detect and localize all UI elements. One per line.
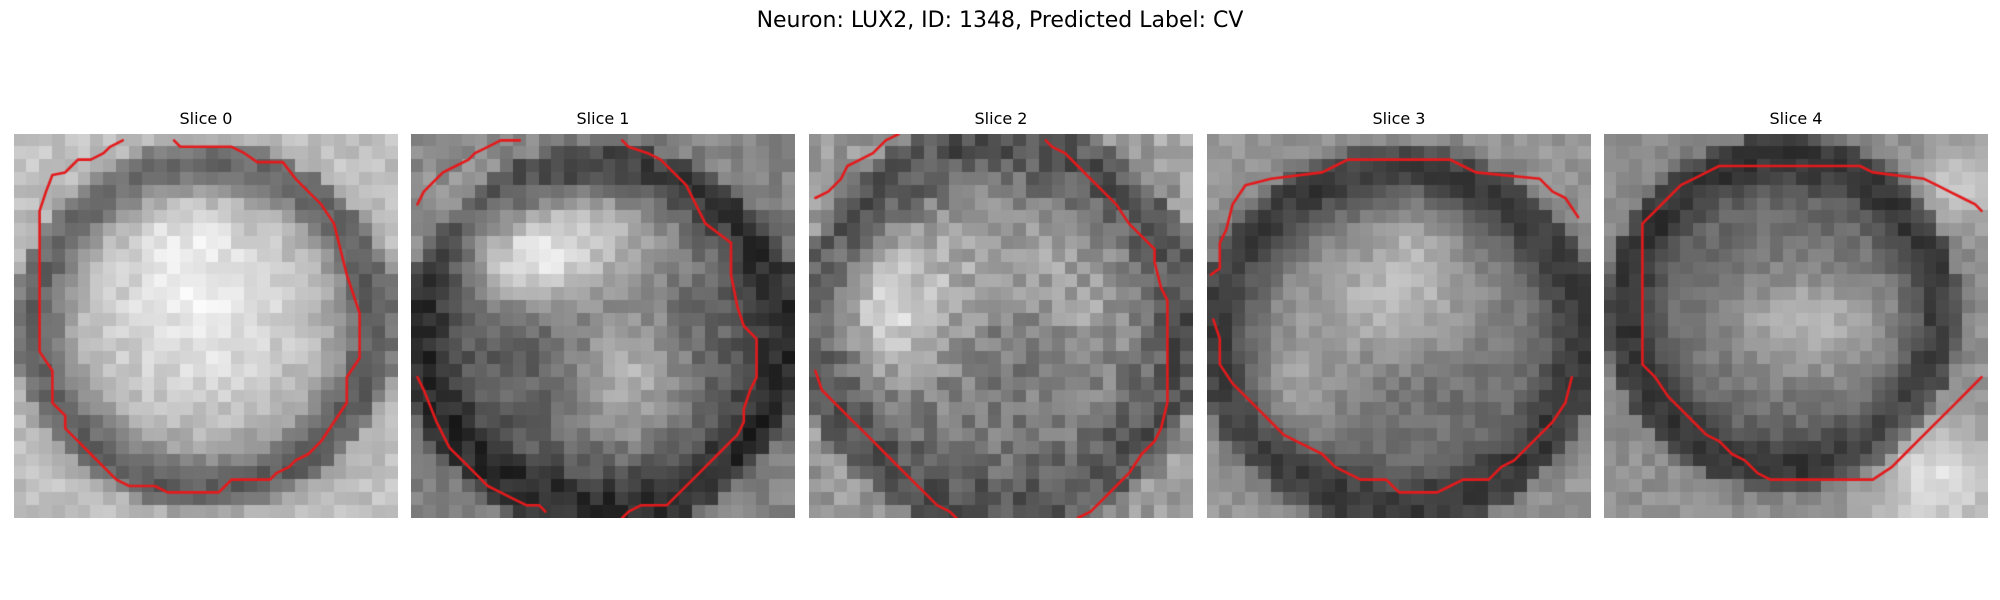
slice-image-4 [1604, 134, 1988, 518]
slice-image-2 [809, 134, 1193, 518]
slice-image-1 [411, 134, 795, 518]
figure-title: Neuron: LUX2, ID: 1348, Predicted Label:… [756, 8, 1244, 33]
slice-image-0 [14, 134, 398, 518]
slice-title-0: Slice 0 [179, 109, 233, 128]
slice-title-1: Slice 1 [576, 109, 630, 128]
slice-title-4: Slice 4 [1769, 109, 1823, 128]
slice-title-2: Slice 2 [974, 109, 1028, 128]
slice-image-3 [1207, 134, 1591, 518]
slice-title-3: Slice 3 [1372, 109, 1426, 128]
